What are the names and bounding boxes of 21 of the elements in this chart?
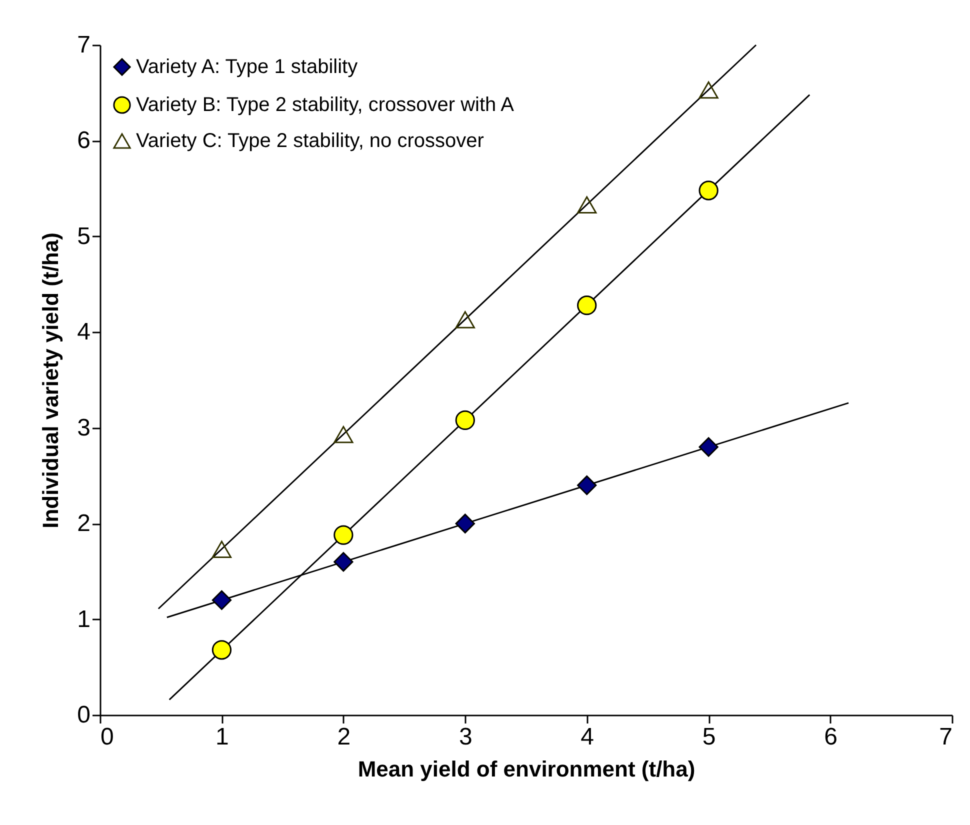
x-tick-label: 5 (702, 724, 716, 750)
y-tick-label: 3 (77, 414, 90, 442)
y-tick-label: 2 (77, 510, 90, 538)
legend-label: Variety C: Type 2 stability, no crossover (136, 130, 484, 152)
y-tick-label: 6 (77, 127, 90, 154)
x-tick-label: 1 (216, 724, 229, 750)
legend-label: Variety A: Type 1 stability (136, 56, 358, 78)
y-tick-label: 5 (77, 222, 90, 250)
x-axis-title: Mean yield of environment (t/ha) (358, 756, 696, 782)
legend-label: Variety B: Type 2 stability, crossover with A (136, 94, 515, 116)
y-tick-label: 0 (77, 702, 90, 728)
x-tick-label: 7 (939, 724, 952, 750)
x-tick-label: 4 (580, 724, 594, 750)
x-tick-label: 2 (337, 724, 351, 750)
y-axis-title: Individual variety yield (t/ha) (38, 232, 64, 528)
x-tick-label: 0 (100, 724, 114, 750)
y-tick-label: 7 (77, 32, 90, 58)
x-tick-label: 3 (458, 724, 472, 750)
y-tick-label: 4 (77, 318, 90, 346)
y-tick-label: 1 (77, 606, 90, 633)
x-tick-label: 6 (824, 724, 838, 750)
